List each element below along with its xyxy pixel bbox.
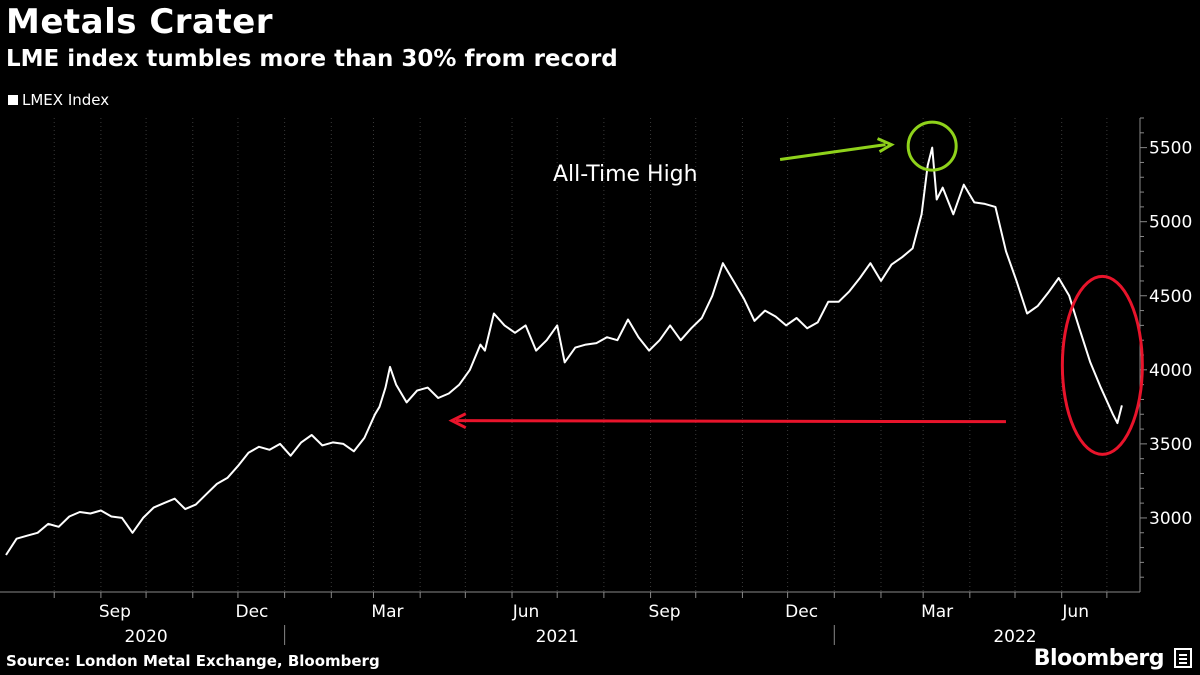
ath-label: All-Time High xyxy=(553,162,698,187)
x-month-label: Mar xyxy=(921,602,953,622)
red-arrow-shaft xyxy=(455,419,1006,424)
series-line-lmex xyxy=(5,146,1123,556)
x-month-label: Dec xyxy=(785,602,818,622)
y-tick-label: 5000 xyxy=(1149,213,1192,233)
source-note: Source: London Metal Exchange, Bloomberg xyxy=(6,652,380,670)
legend-swatch xyxy=(8,95,18,105)
x-month-label: Mar xyxy=(371,602,403,622)
red-arrowhead-icon xyxy=(448,412,467,429)
chart-title: Metals Crater xyxy=(6,2,274,42)
chart-subtitle: LME index tumbles more than 30% from rec… xyxy=(6,46,618,72)
x-month-label: Jun xyxy=(512,602,540,622)
x-year-label: 2022 xyxy=(993,627,1036,647)
y-tick-label: 5500 xyxy=(1149,139,1192,159)
brand-logo: Bloomberg xyxy=(1033,646,1165,671)
x-year-label: 2021 xyxy=(536,627,579,647)
ath-arrow-shaft xyxy=(779,143,886,161)
y-tick-label: 4000 xyxy=(1149,361,1192,381)
legend: LMEX Index xyxy=(8,91,109,109)
y-tick-label: 4500 xyxy=(1149,287,1192,307)
x-month-label: Sep xyxy=(649,602,681,622)
x-month-label: Dec xyxy=(235,602,268,622)
x-month-label: Jun xyxy=(1061,602,1089,622)
y-tick-label: 3500 xyxy=(1149,435,1192,455)
ath-circle-icon xyxy=(906,120,958,172)
x-month-label: Sep xyxy=(99,602,131,622)
x-year-label: 2020 xyxy=(124,627,167,647)
red-ellipse-icon xyxy=(1060,274,1144,456)
brand-mark-icon xyxy=(1174,648,1192,668)
y-tick-label: 3000 xyxy=(1149,509,1192,529)
ath-arrowhead-icon xyxy=(876,137,895,153)
legend-label: LMEX Index xyxy=(22,91,110,109)
